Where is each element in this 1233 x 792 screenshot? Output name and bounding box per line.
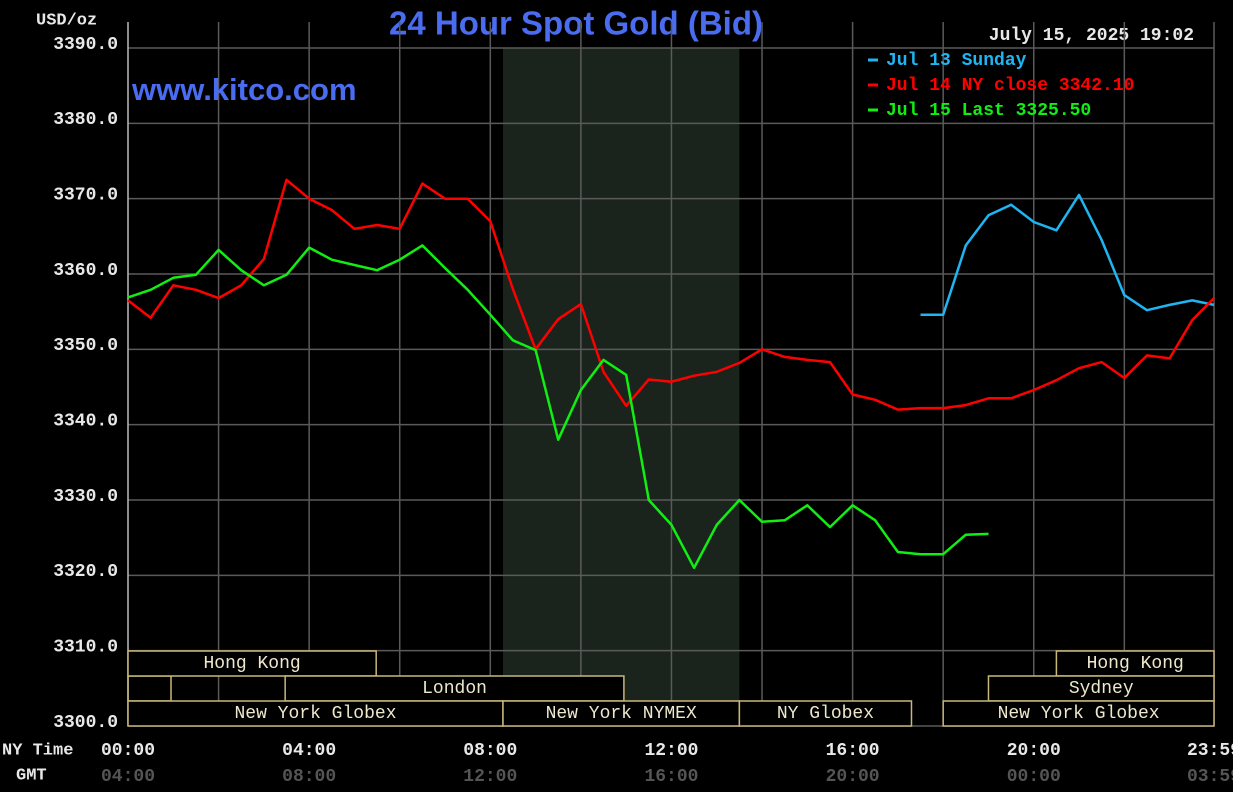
- session-box: [127, 700, 504, 727]
- y-tick-label: 3380.0: [53, 110, 118, 130]
- y-tick-label: 3340.0: [53, 411, 118, 431]
- series-line: [127, 244, 989, 570]
- x-tick-label: 20:00: [1007, 741, 1061, 761]
- session-label: Hong Kong: [203, 654, 300, 674]
- x-tick-label: 08:00: [463, 741, 517, 761]
- chart-title: 24 Hour Spot Gold (Bid): [389, 5, 763, 42]
- x2-tick-label: 12:00: [463, 767, 517, 787]
- legend-label: Jul 14 NY close 3342.10: [886, 76, 1134, 96]
- timestamp: July 15, 2025 19:02: [989, 26, 1194, 46]
- legend-label: Jul 13 Sunday: [886, 51, 1027, 71]
- x-tick-label: 12:00: [644, 741, 698, 761]
- x2-tick-label: 03:59: [1187, 767, 1233, 787]
- plot-background: [127, 22, 1215, 727]
- session-box: [738, 700, 913, 727]
- session-label: New York Globex: [234, 704, 396, 724]
- series-line: [920, 193, 1215, 316]
- x-tick-label: 00:00: [101, 741, 155, 761]
- watermark: www.kitco.com: [131, 72, 357, 107]
- y-tick-label: 3360.0: [53, 261, 118, 281]
- session-label: New York Globex: [998, 704, 1160, 724]
- x2-tick-label: 16:00: [644, 767, 698, 787]
- y-axis-label: USD/oz: [36, 11, 97, 30]
- y-tick-label: 3320.0: [53, 562, 118, 582]
- x2-tick-label: 00:00: [1007, 767, 1061, 787]
- y-tick-label: 3390.0: [53, 35, 118, 55]
- y-tick-label: 3370.0: [53, 185, 118, 205]
- y-tick-label: 3350.0: [53, 336, 118, 356]
- session-label: New York NYMEX: [546, 704, 697, 724]
- x2-tick-label: 20:00: [826, 767, 880, 787]
- session-label: Hong Kong: [1087, 654, 1184, 674]
- y-tick-label: 3310.0: [53, 637, 118, 657]
- y-tick-label: 3300.0: [53, 713, 118, 733]
- session-label: London: [422, 679, 487, 699]
- session-box: [942, 700, 1215, 727]
- x-tick-label: 04:00: [282, 741, 336, 761]
- x2-tick-label: 04:00: [101, 767, 155, 787]
- x2-axis-label: GMT: [16, 766, 47, 785]
- x-tick-label: 16:00: [826, 741, 880, 761]
- session-box: [127, 650, 377, 677]
- x2-tick-label: 08:00: [282, 767, 336, 787]
- legend-label: Jul 15 Last 3325.50: [886, 101, 1091, 121]
- session-box: [987, 675, 1215, 702]
- session-label: Sydney: [1069, 679, 1134, 699]
- session-box: [502, 700, 741, 727]
- series-line: [127, 178, 1215, 411]
- session-box: [284, 675, 625, 702]
- y-tick-label: 3330.0: [53, 487, 118, 507]
- x-axis-label: NY Time: [2, 741, 73, 760]
- nymex-shade: [502, 48, 740, 726]
- session-label: NY Globex: [777, 704, 874, 724]
- x-tick-label: 23:59: [1187, 741, 1233, 761]
